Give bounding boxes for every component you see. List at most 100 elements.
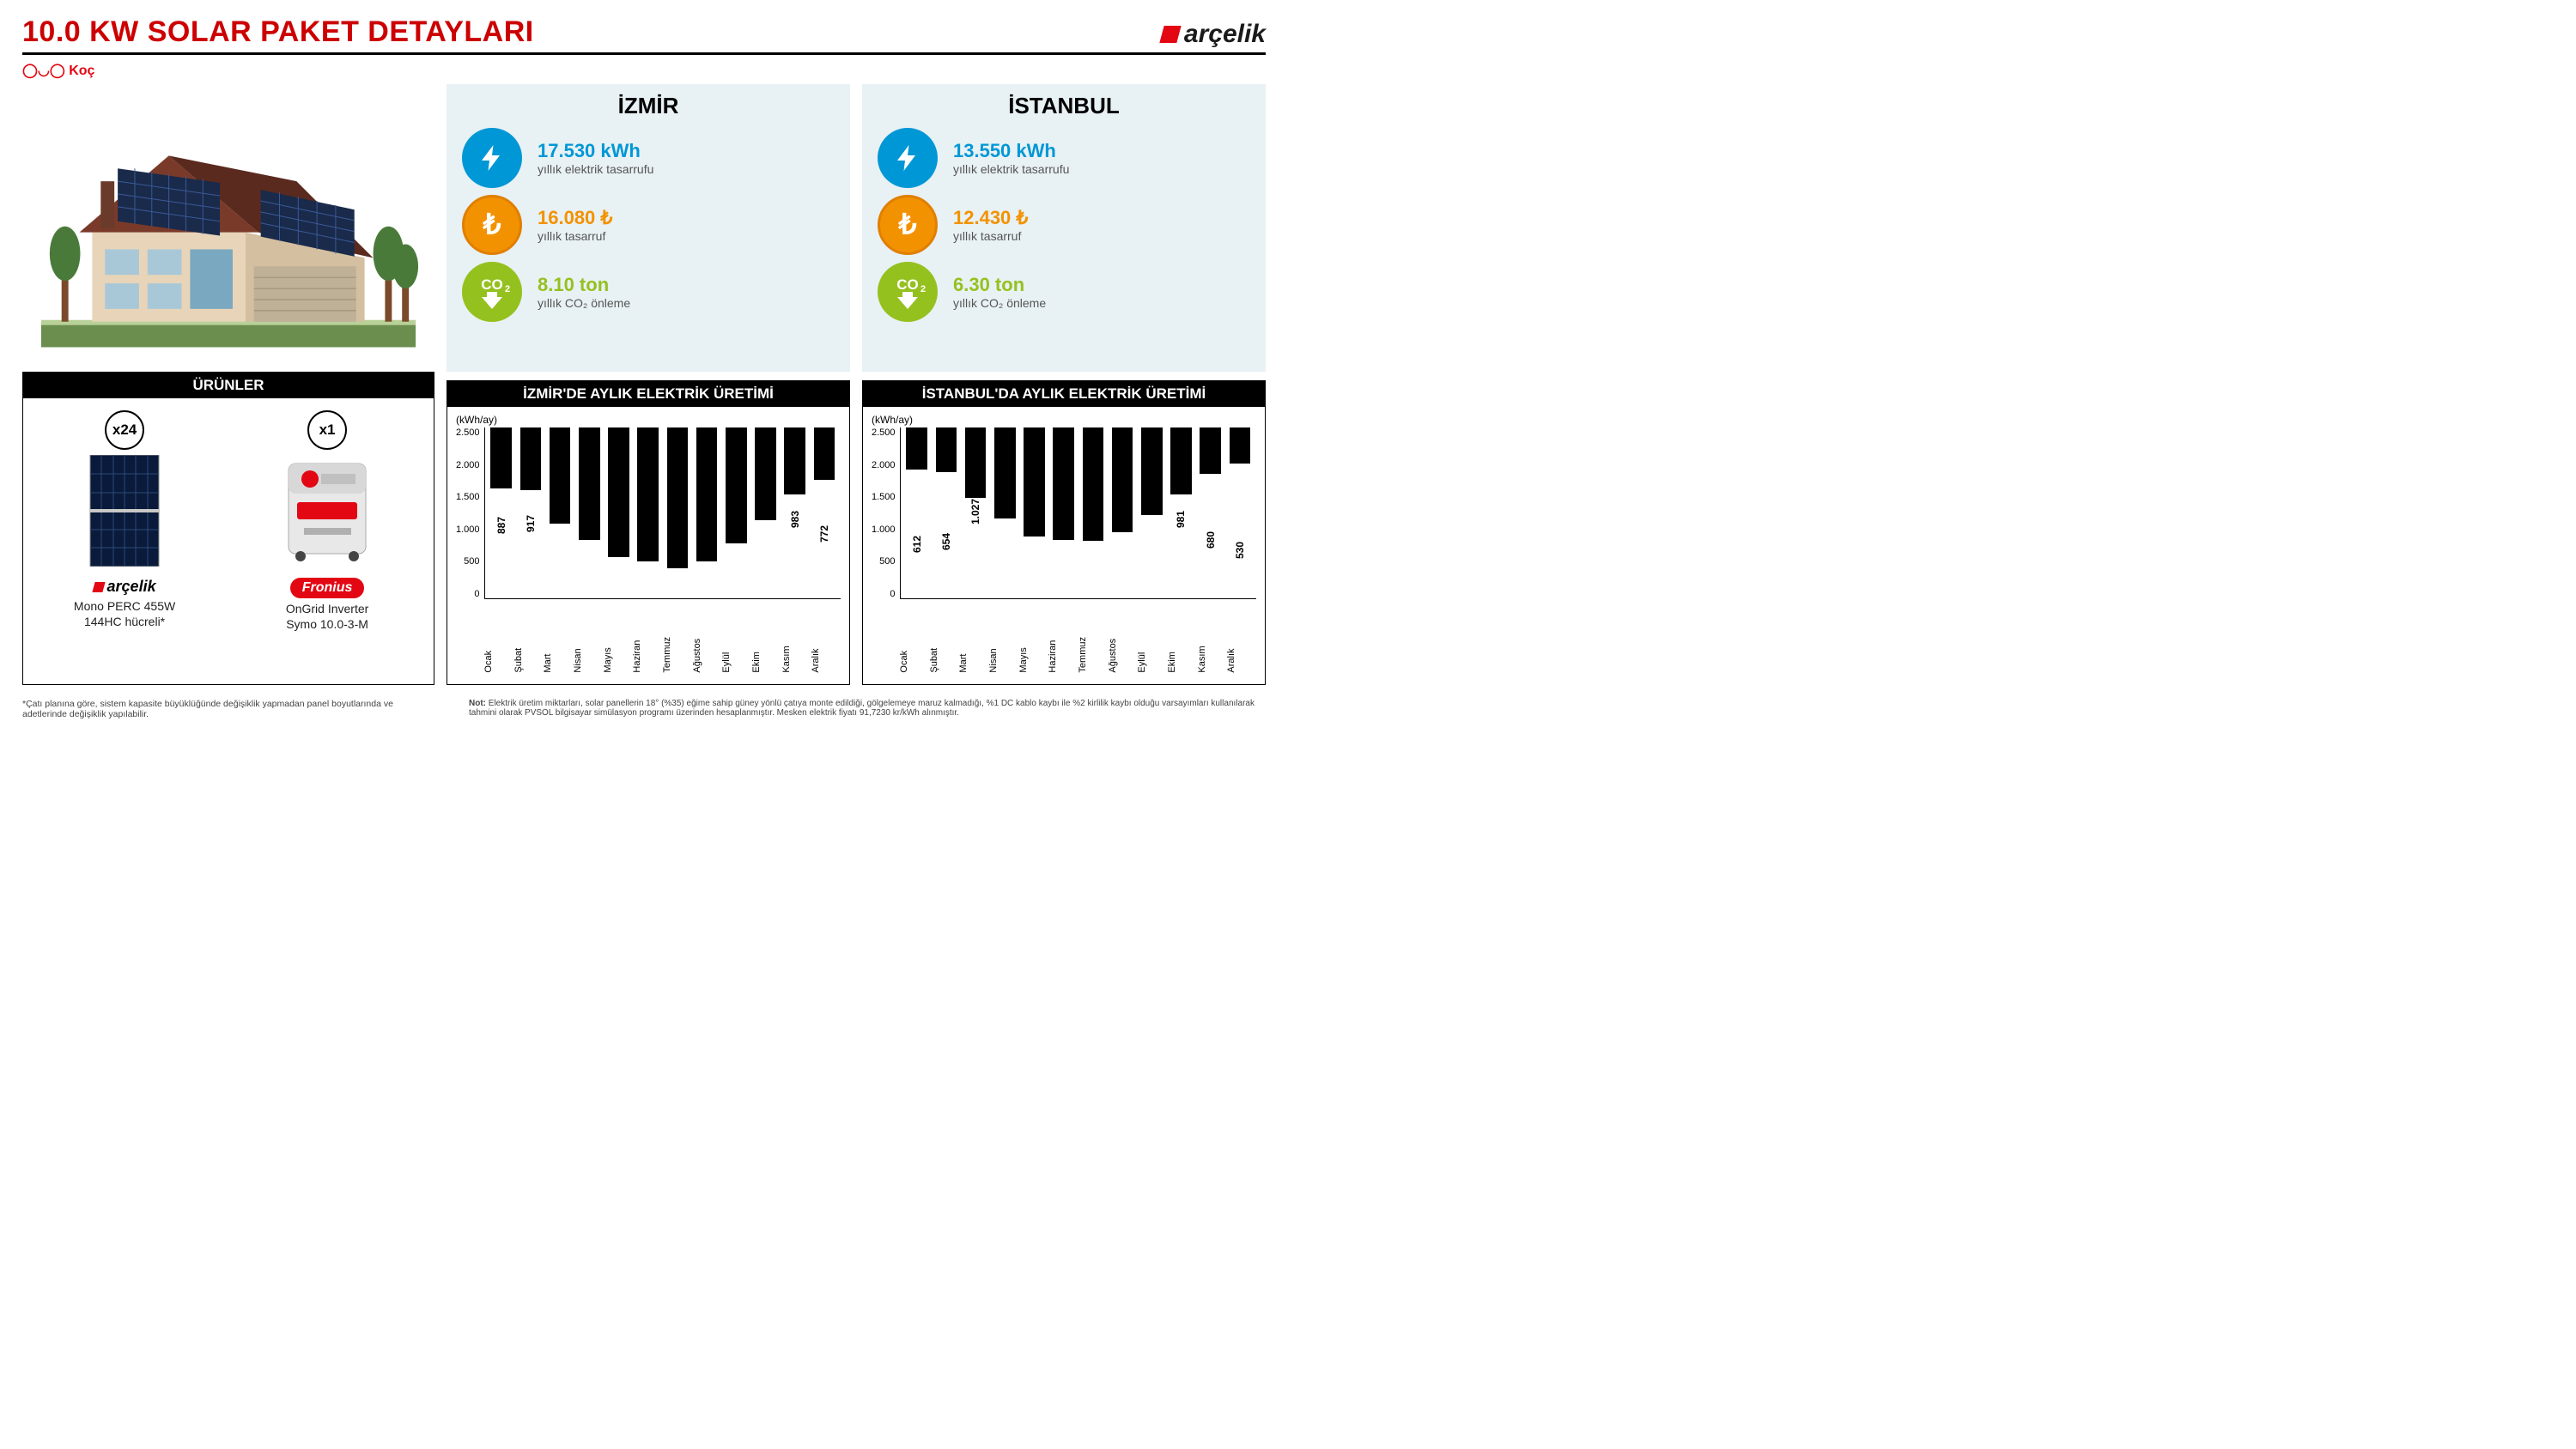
- footnote-right: Not: Elektrik üretim miktarları, solar p…: [469, 699, 1266, 719]
- xlabel: Ağustos: [1108, 637, 1138, 673]
- bar-value-label: 1.027: [969, 499, 981, 524]
- xlabel: Kasım: [781, 637, 811, 673]
- bar-wrap: 1.891: [604, 427, 633, 598]
- bar-value-label: 1.965: [701, 435, 713, 461]
- city-column: İZMİR 17.530 kWh yıllık elektrik tasarru…: [447, 84, 850, 685]
- bar-value-label: 1.691: [730, 453, 742, 479]
- bar-value-label: 2.061: [671, 428, 683, 454]
- bar-wrap: 1.407: [545, 427, 574, 598]
- stats-box: İSTANBUL 13.550 kWh yıllık elektrik tasa…: [862, 84, 1266, 372]
- bar-wrap: 1.334: [990, 427, 1019, 598]
- bar-value-label: 1.287: [1145, 482, 1157, 507]
- chart-body: (kWh/ay) 2.5002.0001.5001.0005000 612 65…: [863, 407, 1265, 684]
- ytick: 0: [890, 589, 895, 599]
- chart-title: İSTANBUL'DA AYLIK ELEKTRİK ÜRETİMİ: [863, 381, 1265, 407]
- bar: [520, 427, 542, 490]
- brand-logo: arçelik: [1162, 20, 1266, 49]
- stat-text: 17.530 kWh yıllık elektrik tasarrufu: [538, 140, 653, 176]
- stat-value: 12.430 ₺: [953, 207, 1028, 229]
- stat-row: ₺ 16.080 ₺ yıllık tasarruf: [462, 195, 835, 255]
- bolt-icon: [878, 128, 938, 188]
- group-logo: ◯◡◯ Koç: [22, 62, 1266, 79]
- stat-value: 8.10 ton: [538, 274, 630, 296]
- ytick: 2.000: [872, 460, 896, 470]
- product-desc: Mono PERC 455W 144HC hücreli*: [74, 599, 175, 629]
- xlabel: Ocak: [899, 637, 929, 673]
- products-body: x24 arçelik: [23, 398, 434, 684]
- stat-row: CO2 6.30 ton yıllık CO₂ önleme: [878, 262, 1250, 322]
- yaxis: 2.5002.0001.5001.0005000: [872, 427, 900, 599]
- stat-value: 16.080 ₺: [538, 207, 612, 229]
- bar-value-label: 1.334: [999, 478, 1011, 504]
- xlabel: Eylül: [1137, 637, 1167, 673]
- ytick: 500: [879, 556, 895, 567]
- chart-box: İZMİR'DE AYLIK ELEKTRİK ÜRETİMİ (kWh/ay)…: [447, 380, 850, 685]
- bars: 612 654 1.027 1.334 1.601 1.646 1.664 1.…: [901, 427, 1256, 598]
- bar-wrap: 680: [1196, 427, 1225, 598]
- chart-ylabel: (kWh/ay): [872, 414, 1256, 426]
- svg-text:2: 2: [505, 284, 510, 294]
- product-qty: x24: [105, 410, 144, 450]
- bar-wrap: 1.027: [961, 427, 990, 598]
- koc-icon: ◯◡◯: [22, 64, 69, 78]
- product-brand: Fronius: [271, 578, 383, 602]
- bar: [726, 427, 747, 543]
- stat-text: 12.430 ₺ yıllık tasarruf: [953, 207, 1028, 243]
- bar-value-label: 983: [789, 511, 801, 528]
- xlabel: Kasım: [1197, 637, 1227, 673]
- main-grid: ÜRÜNLER x24: [22, 84, 1266, 685]
- bar-wrap: 1.954: [634, 427, 663, 598]
- ytick: 1.000: [872, 524, 896, 535]
- stat-label: yıllık tasarruf: [953, 229, 1028, 243]
- svg-text:₺: ₺: [898, 209, 917, 240]
- stat-value: 6.30 ton: [953, 274, 1046, 296]
- bar-wrap: 1.363: [750, 427, 780, 598]
- stat-value: 17.530 kWh: [538, 140, 653, 162]
- bar-value-label: 1.532: [1116, 464, 1128, 490]
- ytick: 2.500: [456, 427, 480, 438]
- bar: [1083, 427, 1104, 541]
- chart-area: 2.5002.0001.5001.0005000 612 654 1.027 1…: [872, 427, 1256, 634]
- svg-text:2: 2: [920, 284, 926, 294]
- xlabel: Ağustos: [692, 637, 722, 673]
- xlabel: Aralık: [811, 637, 841, 673]
- xlabel: Haziran: [1048, 637, 1078, 673]
- xlabel: Ocak: [483, 637, 513, 673]
- left-column: ÜRÜNLER x24: [22, 84, 434, 685]
- bar: [1170, 427, 1192, 494]
- bar-value-label: 1.601: [1028, 460, 1040, 486]
- yaxis: 2.5002.0001.5001.0005000: [456, 427, 484, 599]
- bar-wrap: 1.664: [1078, 427, 1108, 598]
- co2-icon: CO2: [462, 262, 522, 322]
- products-header: ÜRÜNLER: [23, 373, 434, 398]
- bar-wrap: 772: [810, 427, 839, 598]
- bar: [814, 427, 835, 480]
- bar-wrap: 1.646: [1049, 427, 1078, 598]
- bar: [490, 427, 512, 488]
- bar-value-label: 1.407: [554, 473, 566, 499]
- stats-box: İZMİR 17.530 kWh yıllık elektrik tasarru…: [447, 84, 850, 372]
- xlabel: Şubat: [513, 637, 544, 673]
- product-inverter: x1 Fronius OnGrid Inverter: [271, 410, 383, 632]
- ytick: 1.000: [456, 524, 480, 535]
- brand-mark-icon: [92, 582, 105, 592]
- bar-wrap: 1.640: [574, 427, 604, 598]
- stat-label: yıllık elektrik tasarrufu: [953, 162, 1069, 176]
- stat-text: 16.080 ₺ yıllık tasarruf: [538, 207, 612, 243]
- xlabel: Eylül: [721, 637, 751, 673]
- chart-body: (kWh/ay) 2.5002.0001.5001.0005000 887 91…: [447, 407, 849, 684]
- plot: 887 917 1.407 1.640 1.891 1.954 2.061 1.…: [484, 427, 841, 599]
- stat-label: yıllık tasarruf: [538, 229, 612, 243]
- bar: [1230, 427, 1251, 464]
- chart-ylabel: (kWh/ay): [456, 414, 841, 426]
- brand-mark-icon: [1159, 26, 1181, 43]
- bars: 887 917 1.407 1.640 1.891 1.954 2.061 1.…: [485, 427, 841, 598]
- house-icon: [33, 100, 424, 355]
- bar-value-label: 1.640: [583, 457, 595, 482]
- stat-label: yıllık CO₂ önleme: [538, 296, 630, 310]
- product-qty: x1: [307, 410, 347, 450]
- svg-text:CO: CO: [481, 276, 503, 293]
- bolt-icon: [462, 128, 522, 188]
- bar-wrap: 1.965: [692, 427, 721, 598]
- bar-value-label: 680: [1205, 531, 1217, 549]
